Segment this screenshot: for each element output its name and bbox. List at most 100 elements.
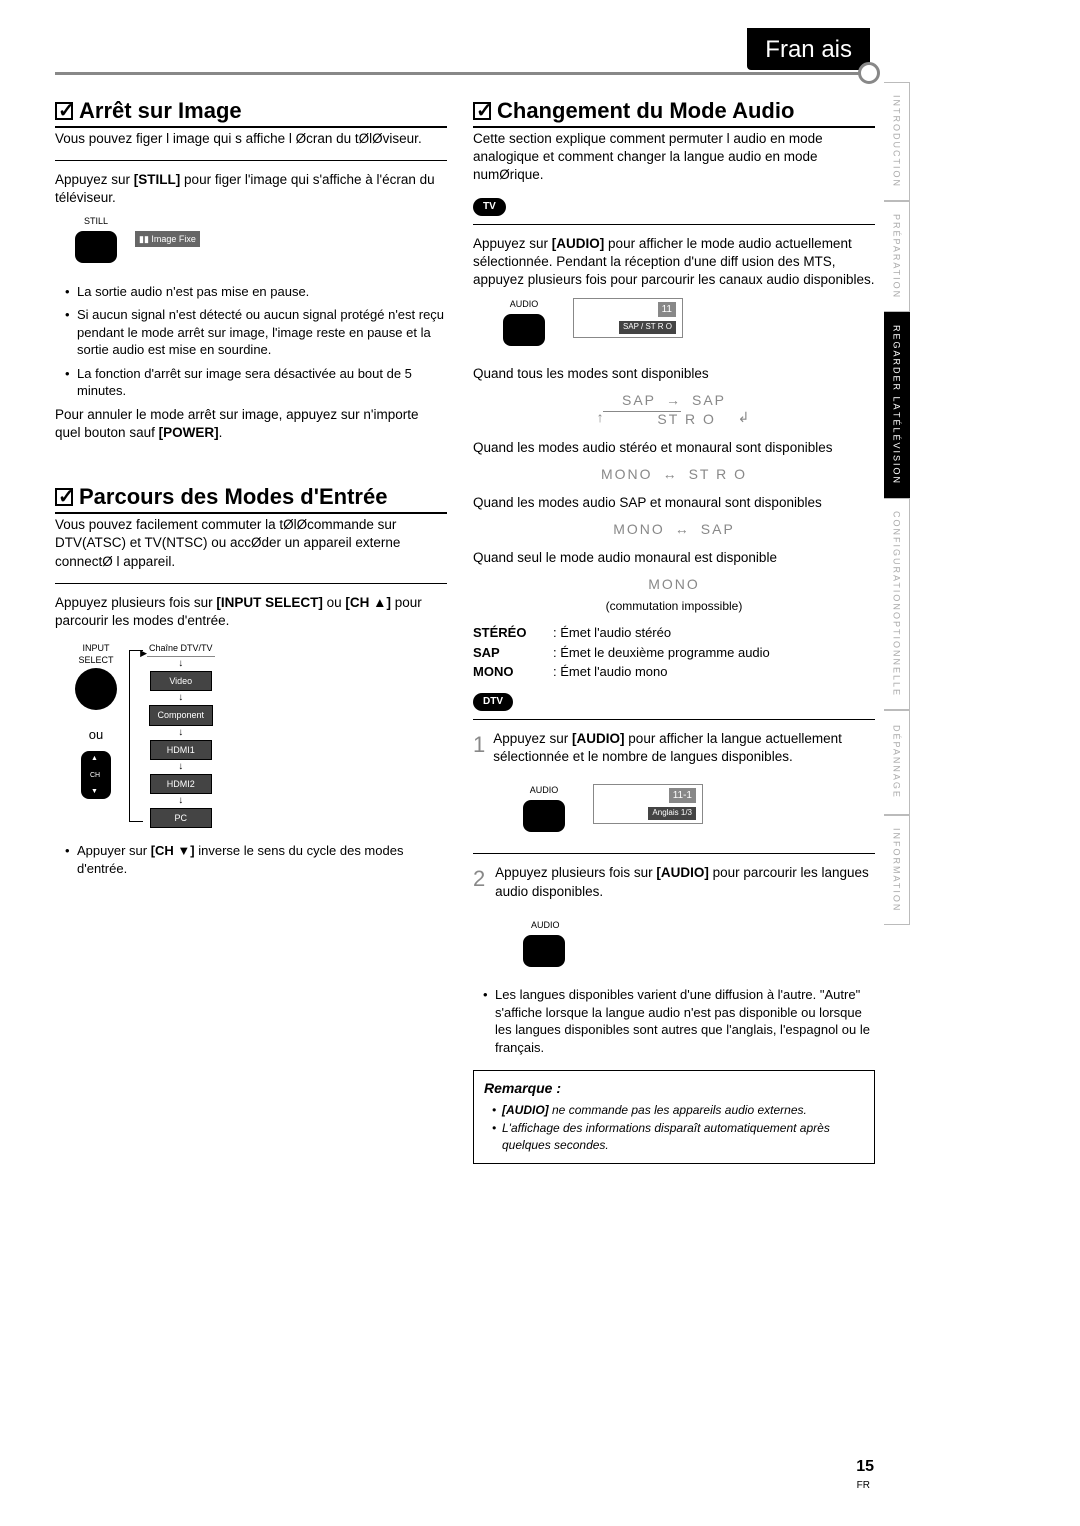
remarque-title: Remarque : <box>484 1079 864 1098</box>
audio-button-diagram-2: AUDIO 11-1 Anglais 1/3 <box>523 784 875 841</box>
side-tab-information[interactable]: INFORMATION <box>884 815 910 925</box>
cycle-item: Component <box>149 705 214 725</box>
def-desc: : Émet l'audio stéréo <box>553 624 671 642</box>
cycle-item: PC <box>150 808 212 828</box>
side-navigation-tabs: INTRODUCTION PRÉPARATION REGARDER LA TÉL… <box>884 82 910 925</box>
osd-channel: 11-1 <box>669 788 696 804</box>
list-item: Les langues disponibles varient d'une di… <box>483 986 875 1056</box>
title-text: Changement du Mode Audio <box>497 96 794 126</box>
side-tab-preparation[interactable]: PRÉPARATION <box>884 201 910 312</box>
caption-mono-only: Quand seul le mode audio monaural est di… <box>473 549 875 567</box>
checkbox-icon <box>473 102 491 120</box>
side-tab-configuration[interactable]: CONFIGURATION OPTIONNELLE <box>884 498 910 710</box>
list-item: Appuyer sur [CH ▼] inverse le sens du cy… <box>65 842 447 877</box>
remarque-item: [AUDIO] ne commande pas les appareils au… <box>492 1102 864 1118</box>
flow-stereo-mono: MONO↔ST R O <box>473 465 875 484</box>
cycle-item: Video <box>150 671 212 691</box>
section-title-input: Parcours des Modes d'Entrée <box>55 482 447 514</box>
side-tab-regarder-tv[interactable]: REGARDER LA TÉLÉVISION <box>884 312 910 498</box>
list-item: La fonction d'arrêt sur image sera désac… <box>65 365 447 400</box>
dtv-step-1: 1 Appuyez sur [AUDIO] pour afficher la l… <box>473 730 875 774</box>
cycle-item: HDMI2 <box>150 774 212 794</box>
title-text: Arrêt sur Image <box>79 96 242 126</box>
audio-intro: Cette section explique comment permuter … <box>473 130 875 185</box>
side-tab-depannage[interactable]: DÉPANNAGE <box>884 710 910 815</box>
audio-button-label: AUDIO <box>523 784 565 796</box>
def-desc: : Émet le deuxième programme audio <box>553 644 770 662</box>
remarque-item: L'affichage des informations disparaît a… <box>492 1120 864 1152</box>
input-intro: Vous pouvez facilement commuter la tØlØc… <box>55 516 447 571</box>
def-term: MONO <box>473 663 553 681</box>
input-cycle-list: Chaîne DTV/TV ↓ Video ↓ Component ↓ HDMI… <box>147 642 215 828</box>
still-intro: Vous pouvez figer l image qui s affiche … <box>55 130 447 148</box>
still-button-label: STILL <box>75 215 117 227</box>
mono-note: (commutation impossible) <box>473 598 875 614</box>
separator <box>55 160 447 161</box>
right-column: Changement du Mode Audio Cette section e… <box>465 90 875 1164</box>
list-item: Si aucun signal n'est détecté ou aucun s… <box>65 306 447 359</box>
step-number: 2 <box>473 864 487 908</box>
dtv-badge: DTV <box>473 693 513 711</box>
input-select-button-icon <box>75 668 117 710</box>
tv-audio-instruction: Appuyez sur [AUDIO] pour afficher le mod… <box>473 235 875 290</box>
left-column: Arrêt sur Image Vous pouvez figer l imag… <box>55 90 465 883</box>
input-notes-list: Appuyer sur [CH ▼] inverse le sens du cy… <box>55 842 447 877</box>
arrow-down-icon: ↓ <box>178 728 183 738</box>
separator <box>473 853 875 854</box>
ch-button-icon: ▲ CH ▼ <box>81 751 111 799</box>
still-button-diagram: STILL ▮▮ Image Fixe <box>75 215 447 272</box>
flow-all-modes: SAP→SAP ↑ ST R O ↲ <box>473 391 875 429</box>
separator <box>473 224 875 225</box>
still-instruction: Appuyez sur [STILL] pour figer l'image q… <box>55 171 447 207</box>
step-text: Appuyez plusieurs fois sur [AUDIO] pour … <box>495 864 875 900</box>
separator <box>55 583 447 584</box>
cycle-item: HDMI1 <box>150 740 212 760</box>
remarque-box: Remarque : [AUDIO] ne commande pas les a… <box>473 1070 875 1163</box>
caption-sap-mono: Quand les modes audio SAP et monaural so… <box>473 494 875 512</box>
flow-mono-only: MONO <box>473 575 875 594</box>
dtv-step-2: 2 Appuyez plusieurs fois sur [AUDIO] pou… <box>473 864 875 908</box>
def-term: SAP <box>473 644 553 662</box>
audio-button-icon <box>503 314 545 346</box>
page-language-code: FR <box>857 1479 870 1493</box>
list-item: La sortie audio n'est pas mise en pause. <box>65 283 447 301</box>
section-title-still: Arrêt sur Image <box>55 96 447 128</box>
top-divider <box>55 72 872 75</box>
language-tab: Fran ais <box>747 28 870 70</box>
ou-label: ou <box>75 726 117 744</box>
osd-mode: SAP / ST R O <box>619 321 676 334</box>
def-term: STÉRÉO <box>473 624 553 642</box>
arrow-down-icon: ↓ <box>178 762 183 772</box>
osd-image-fixe: ▮▮ Image Fixe <box>135 231 200 247</box>
still-cancel: Pour annuler le mode arrêt sur image, ap… <box>55 406 447 442</box>
input-cycle-diagram: INPUT SELECT ou ▲ CH ▼ Chaîne DTV/TV ↓ V… <box>75 642 447 828</box>
osd-mode: Anglais 1/3 <box>648 807 696 820</box>
side-tab-introduction[interactable]: INTRODUCTION <box>884 82 910 201</box>
step-number: 1 <box>473 730 485 774</box>
audio-button-label: AUDIO <box>531 919 875 931</box>
cycle-top-label: Chaîne DTV/TV <box>147 642 215 657</box>
section-title-audio: Changement du Mode Audio <box>473 96 875 128</box>
checkbox-icon <box>55 488 73 506</box>
audio-button-label: AUDIO <box>503 298 545 310</box>
separator <box>473 719 875 720</box>
still-button-icon <box>75 231 117 263</box>
input-select-label: INPUT SELECT <box>75 642 117 666</box>
top-circle-decoration <box>858 62 880 84</box>
osd-channel: 11 <box>658 302 676 318</box>
step-text: Appuyez sur [AUDIO] pour afficher la lan… <box>493 730 875 766</box>
title-text: Parcours des Modes d'Entrée <box>79 482 387 512</box>
osd-screen: 11-1 Anglais 1/3 <box>593 784 703 824</box>
caption-all-modes: Quand tous les modes sont disponibles <box>473 365 875 383</box>
dtv-notes-list: Les langues disponibles varient d'une di… <box>473 986 875 1056</box>
arrow-down-icon: ↓ <box>178 796 183 806</box>
audio-button-diagram: AUDIO 11 SAP / ST R O <box>503 298 875 355</box>
def-desc: : Émet l'audio mono <box>553 663 668 681</box>
osd-screen: 11 SAP / ST R O <box>573 298 683 338</box>
audio-button-icon <box>523 935 565 967</box>
input-instruction: Appuyez plusieurs fois sur [INPUT SELECT… <box>55 594 447 630</box>
still-notes-list: La sortie audio n'est pas mise en pause.… <box>55 283 447 400</box>
page-number: 15 <box>856 1456 874 1478</box>
arrow-down-icon: ↓ <box>178 693 183 703</box>
audio-button-icon <box>523 800 565 832</box>
